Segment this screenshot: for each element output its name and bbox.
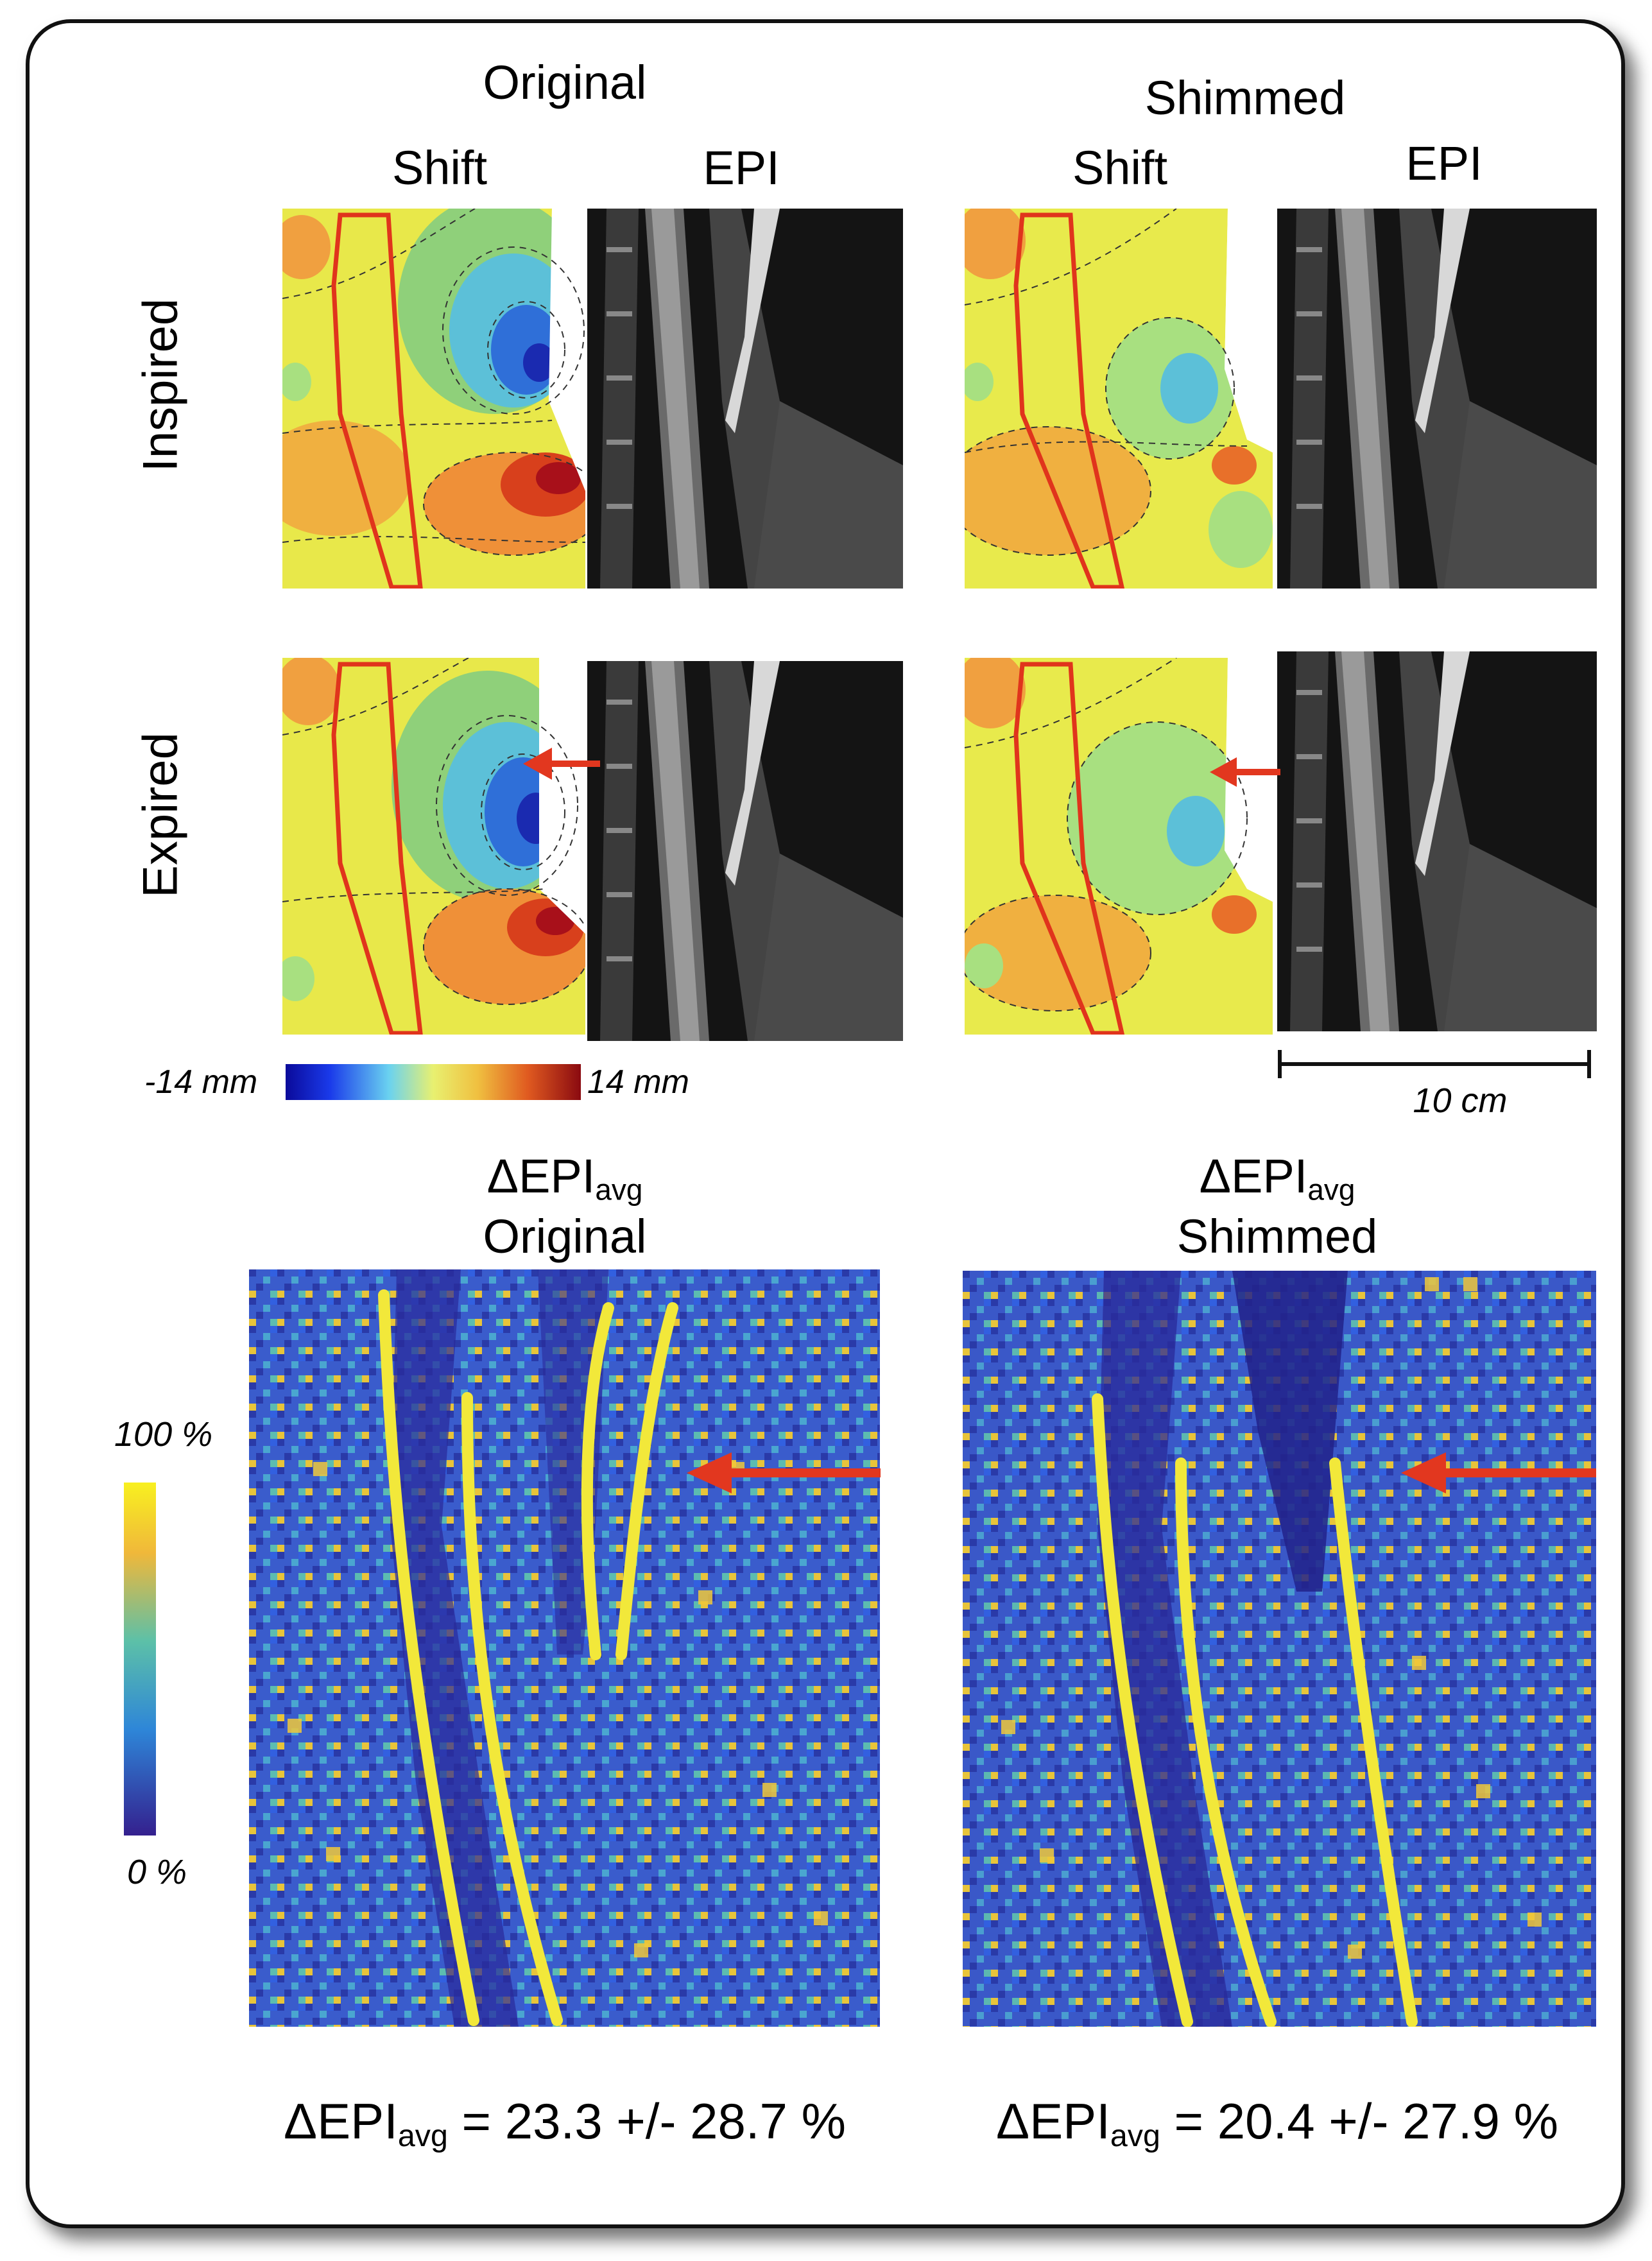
shift-map-original-inspired: [282, 209, 585, 589]
shift-map-original-expired: [282, 658, 585, 1035]
header-shift-shimmed: Shift: [1072, 141, 1168, 194]
header-shift-original: Shift: [391, 141, 488, 194]
row-label-inspired: Inspired: [133, 298, 188, 472]
header-shimmed: Shimmed: [1144, 71, 1346, 125]
delta-map-shimmed: [963, 1271, 1596, 2027]
header-original: Original: [483, 56, 647, 109]
epi-image-shimmed-expired: [1277, 651, 1597, 1031]
delta-subtitle-shimmed: Shimmed: [1176, 1210, 1378, 1263]
percent-colorbar-min-label: 0 %: [127, 1853, 187, 1891]
stat-original: ΔEPIavg = 23.3 +/- 28.7 %: [284, 2093, 846, 2154]
arrow-delta-original: [687, 1452, 881, 1493]
arrow-shimmed-expired: [1210, 757, 1280, 787]
shift-colorbar-min-label: -14 mm: [144, 1063, 258, 1101]
delta-title-original: ΔEPIavg: [486, 1149, 643, 1207]
header-epi-original: EPI: [703, 141, 780, 194]
stat-shimmed: ΔEPIavg = 20.4 +/- 27.9 %: [996, 2093, 1558, 2154]
arrow-original-expired: [523, 748, 600, 780]
percent-colorbar-max-label: 100 %: [114, 1415, 213, 1454]
shift-colorbar: [286, 1064, 581, 1100]
header-epi-shimmed: EPI: [1406, 137, 1483, 190]
scale-bar-label: 10 cm: [1413, 1081, 1508, 1120]
delta-title-shimmed: ΔEPIavg: [1199, 1149, 1355, 1207]
shift-colorbar-max-label: 14 mm: [587, 1063, 689, 1101]
percent-colorbar: [124, 1483, 156, 1835]
delta-map-original: [249, 1269, 880, 2027]
epi-image-shimmed-inspired: [1277, 209, 1597, 589]
row-label-expired: Expired: [133, 732, 188, 898]
epi-image-original-expired: [587, 661, 903, 1041]
scale-bar: [1277, 1050, 1592, 1078]
shift-map-shimmed-inspired: [965, 209, 1273, 589]
shift-map-shimmed-expired: [965, 658, 1273, 1035]
epi-image-original-inspired: [587, 209, 903, 589]
arrow-delta-shimmed: [1401, 1452, 1596, 1493]
delta-subtitle-original: Original: [483, 1210, 647, 1263]
